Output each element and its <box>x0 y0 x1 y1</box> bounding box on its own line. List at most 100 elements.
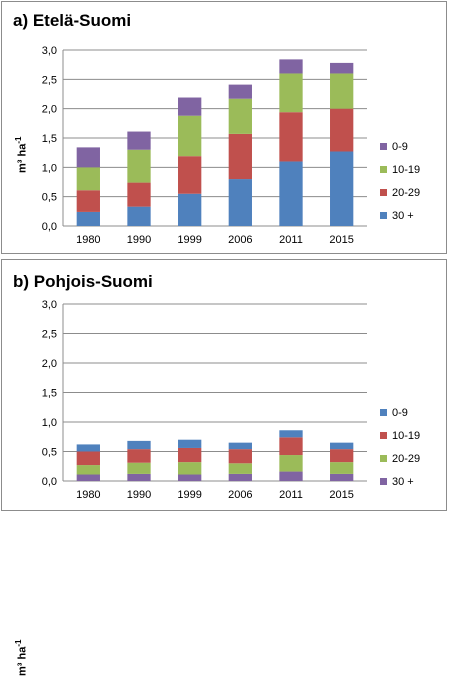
bar-segment <box>127 206 151 226</box>
bar-segment <box>279 437 303 456</box>
legend-item: 0-9 <box>380 401 420 424</box>
x-tick-label: 1980 <box>76 234 100 246</box>
bar-segment <box>228 133 252 180</box>
y-tick-label: 0,0 <box>42 221 57 233</box>
bar-segment <box>330 73 354 109</box>
y-tick-label: 0,5 <box>42 192 57 204</box>
bar-segment <box>76 167 100 191</box>
bar-segment <box>228 179 252 226</box>
x-tick-label: 1999 <box>177 234 201 246</box>
y-tick-label: 1,0 <box>42 162 57 174</box>
bar-segment <box>279 59 303 74</box>
legend-swatch <box>380 455 387 462</box>
bar-segment <box>127 449 151 463</box>
x-tick-label: 2015 <box>329 489 353 501</box>
bar-segment <box>330 151 354 226</box>
legend-label: 10-19 <box>392 429 421 442</box>
chart-title: b) Pohjois-Suomi <box>13 272 153 291</box>
bar-segment <box>178 156 202 194</box>
legend-label: 20-29 <box>392 186 421 199</box>
bar-segment <box>330 462 354 474</box>
bar-segment <box>279 161 303 226</box>
bar-segment <box>330 108 354 152</box>
x-tick-label: 2011 <box>279 489 303 501</box>
legend-item: 20-29 <box>380 447 420 470</box>
legend-swatch <box>380 166 387 173</box>
bar-segment <box>127 440 151 450</box>
bar-segment <box>330 62 354 74</box>
legend-swatch <box>380 143 387 150</box>
bar-segment <box>127 473 151 481</box>
chart-legend: 0-9 10-19 20-29 30 + <box>380 401 420 493</box>
y-tick-label: 1,5 <box>42 388 57 400</box>
bar-segment <box>127 149 151 183</box>
legend-label: 30 + <box>392 475 414 488</box>
y-tick-label: 2,5 <box>42 74 57 86</box>
legend-swatch <box>380 212 387 219</box>
bar-segment <box>76 451 100 466</box>
x-tick-label: 2015 <box>329 234 353 246</box>
legend-label: 0-9 <box>392 140 408 153</box>
bar-segment <box>178 447 202 463</box>
bar-segment <box>127 131 151 150</box>
chart-plot: 0,0 0,5 1,0 1,5 2,0 2,5 3,0 1980 1990 1999 2006 201… <box>42 299 367 501</box>
bar-segment <box>330 473 354 481</box>
legend-label: 30 + <box>392 209 414 222</box>
bar-segment <box>178 193 202 226</box>
bar-segment <box>178 474 202 481</box>
y-tick-label: 1,0 <box>42 417 57 429</box>
legend-label: 0-9 <box>392 406 408 419</box>
bar-segment <box>228 473 252 481</box>
bar-segment <box>178 97 202 116</box>
chart-legend: 0-9 10-19 20-29 30 + <box>380 135 420 227</box>
y-axis-label: m³ ha-1 <box>14 639 29 676</box>
legend-item: 20-29 <box>380 181 420 204</box>
y-tick-label: 0,5 <box>42 447 57 459</box>
bar-segment <box>76 190 100 212</box>
chart-plot: 0,0 0,5 1,0 1,5 2,0 2,5 3,0 1980 1990 1999 2006 201… <box>42 45 367 246</box>
legend-swatch <box>380 478 387 485</box>
legend-item: 0-9 <box>380 135 420 158</box>
bar-segment <box>76 147 100 168</box>
legend-swatch <box>380 189 387 196</box>
y-tick-label: 3,0 <box>42 299 57 311</box>
bar-segment <box>127 462 151 474</box>
y-tick-label: 2,0 <box>42 358 57 370</box>
bar-segment <box>330 442 354 450</box>
x-tick-label: 1990 <box>127 489 151 501</box>
bar-segment <box>279 455 303 472</box>
legend-swatch <box>380 432 387 439</box>
legend-swatch <box>380 409 387 416</box>
y-tick-label: 3,0 <box>42 45 57 57</box>
bar-segment <box>228 84 252 99</box>
bar-segment <box>178 462 202 475</box>
chart-title: a) Etelä-Suomi <box>13 11 132 30</box>
legend-label: 20-29 <box>392 452 421 465</box>
legend-label: 10-19 <box>392 163 421 176</box>
bar-segment <box>127 182 151 207</box>
y-tick-label: 2,0 <box>42 104 57 116</box>
bar-segment <box>178 115 202 157</box>
legend-item: 10-19 <box>380 424 420 447</box>
legend-item: 10-19 <box>380 158 420 181</box>
bar-segment <box>279 471 303 481</box>
y-tick-label: 0,0 <box>42 476 57 488</box>
bar-segment <box>76 211 100 226</box>
x-tick-label: 1990 <box>127 234 151 246</box>
x-tick-label: 1999 <box>177 489 201 501</box>
bar-segment <box>330 449 354 463</box>
y-tick-label: 1,5 <box>42 133 57 145</box>
bar-segment <box>228 463 252 474</box>
bar-segment <box>76 465 100 475</box>
x-tick-label: 1980 <box>76 489 100 501</box>
x-tick-label: 2006 <box>228 489 252 501</box>
legend-item: 30 + <box>380 204 420 227</box>
bar-segment <box>279 112 303 162</box>
y-axis-label: m³ ha-1 <box>14 136 29 173</box>
x-tick-label: 2006 <box>228 234 252 246</box>
bar-segment <box>228 449 252 464</box>
bar-segment <box>228 442 252 450</box>
x-tick-label: 2011 <box>279 234 303 246</box>
bar-segment <box>76 444 100 452</box>
bar-segment <box>178 439 202 448</box>
